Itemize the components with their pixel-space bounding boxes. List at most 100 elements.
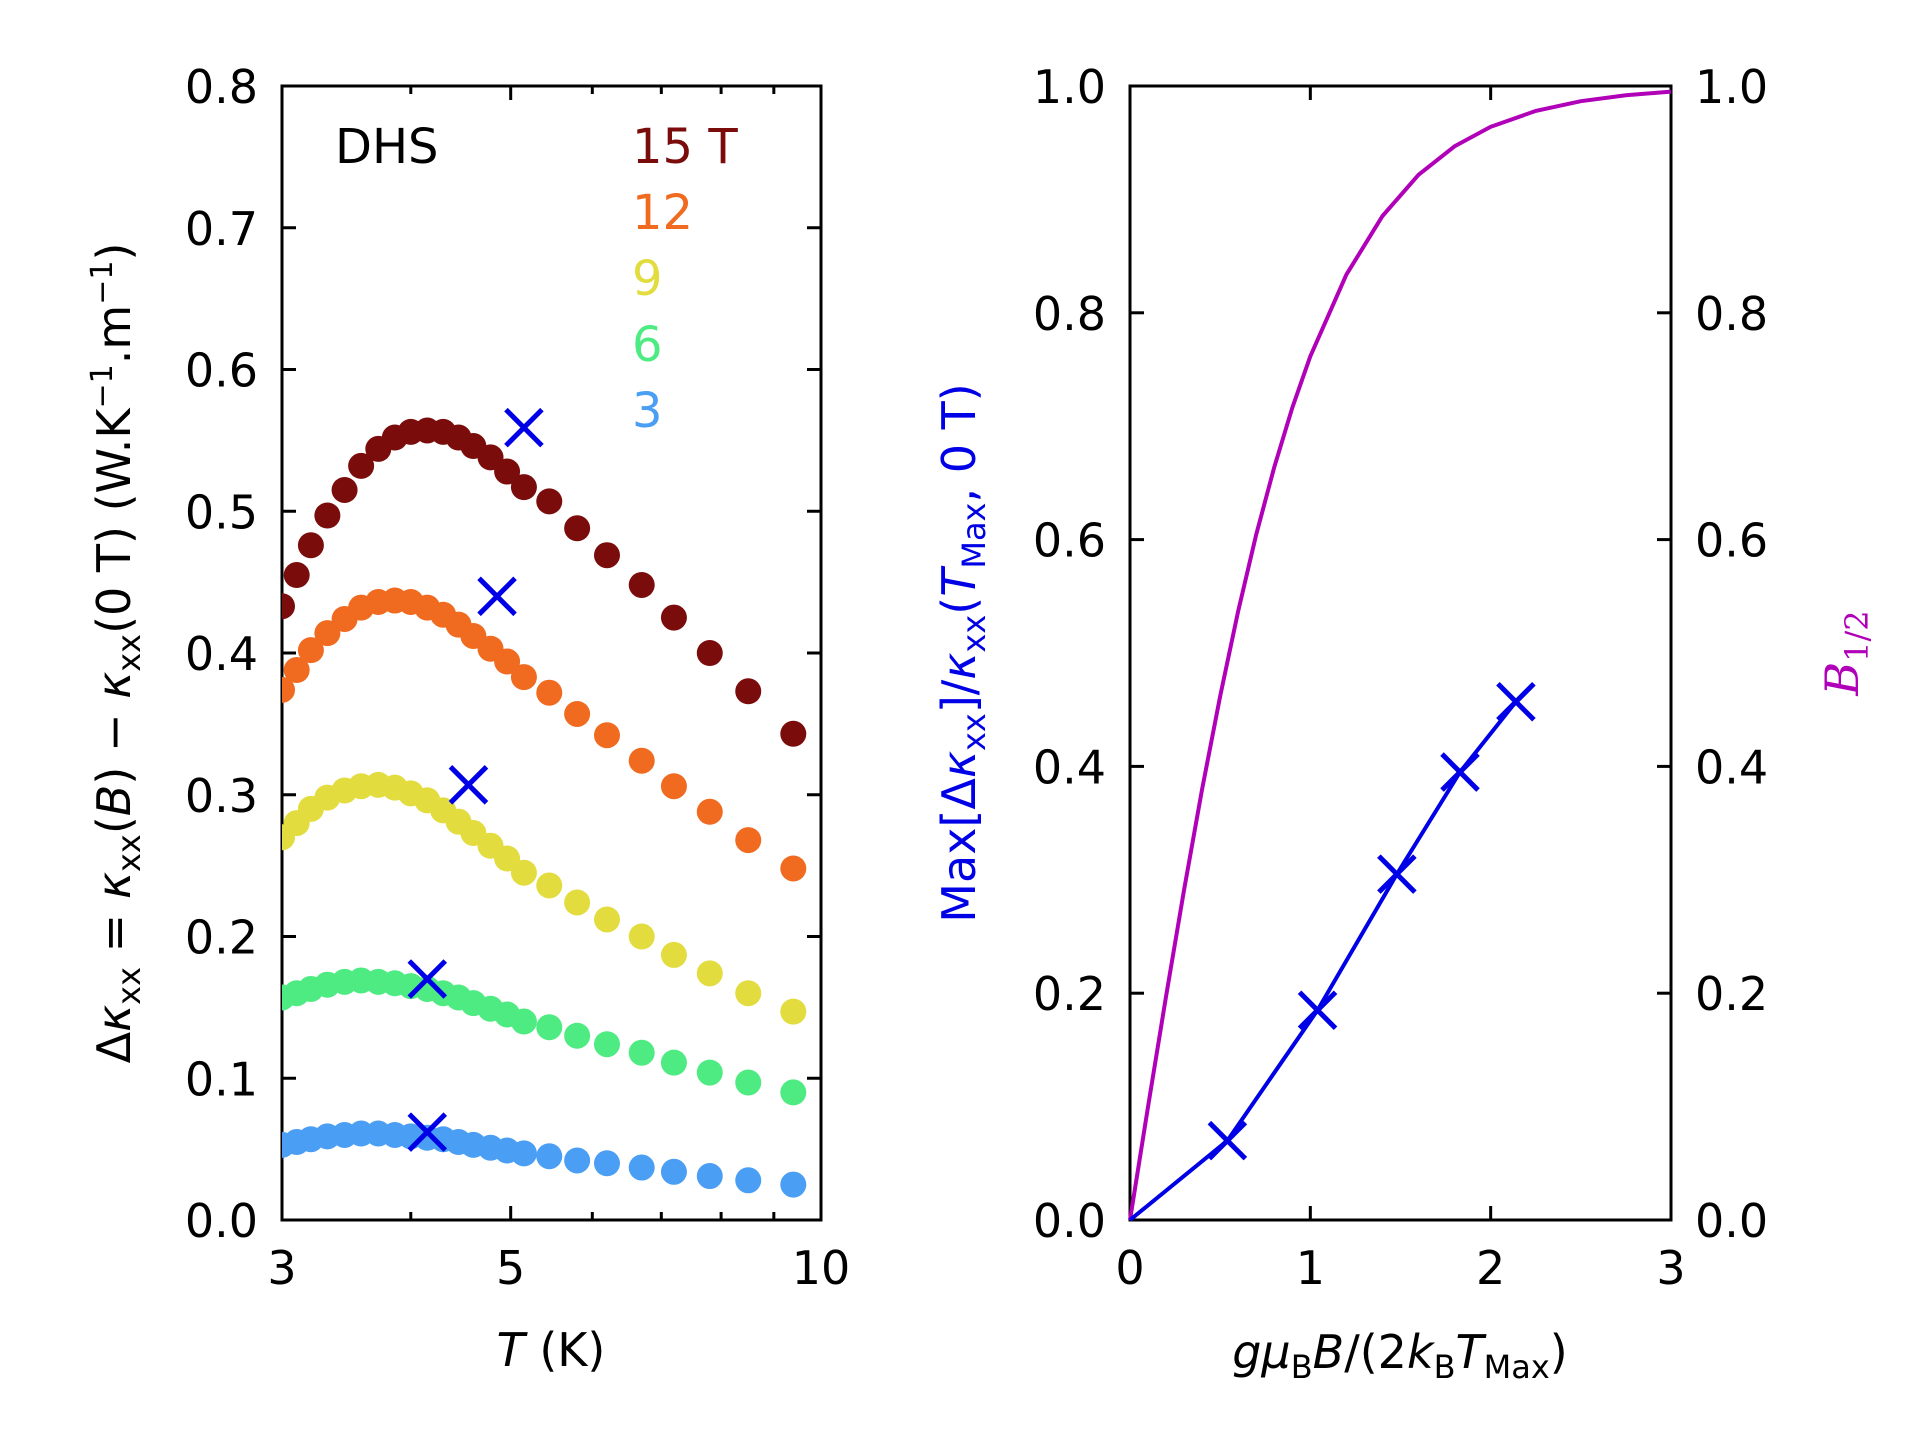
max-marker <box>504 407 544 448</box>
data-point <box>564 515 591 542</box>
legend-label: 6 <box>632 317 663 373</box>
data-point <box>628 923 655 950</box>
max-marker-stroke-b <box>407 1112 448 1152</box>
right-y2tick-label: 0.6 <box>1695 514 1768 568</box>
data-point <box>510 1140 537 1167</box>
data-point <box>297 637 324 664</box>
data-point <box>735 827 762 854</box>
max-marker-stroke-b <box>477 576 517 617</box>
right-xtick-label: 0 <box>1115 1241 1144 1295</box>
left-ytick-label: 0.5 <box>185 485 258 539</box>
ratio-marker-stroke-b <box>1496 681 1536 722</box>
left-y-axis-label: Δκxx = κxx(B) − κxx(0 T) (W.K−1.m−1) <box>85 243 148 1064</box>
left-ytick-label: 0.8 <box>185 60 258 114</box>
data-point <box>348 452 375 479</box>
data-point <box>780 1079 807 1106</box>
left-ytick-label: 0.0 <box>185 1194 258 1248</box>
left-data <box>282 407 807 1198</box>
data-point <box>628 1154 655 1181</box>
max-marker-stroke-b <box>448 765 489 805</box>
data-point <box>314 502 341 529</box>
data-point <box>564 1147 591 1174</box>
left-ytick-label: 0.4 <box>185 627 258 681</box>
left-legend: 15 T 12 9 6 3 <box>632 119 738 439</box>
data-point <box>660 1158 687 1185</box>
right-y2tick-label: 0.2 <box>1695 967 1768 1021</box>
right-ytick-label: 0.0 <box>1033 1194 1106 1248</box>
ratio-marker <box>1297 990 1338 1030</box>
data-point <box>780 855 807 882</box>
max-marker-stroke-b <box>407 959 448 999</box>
series-3 <box>282 967 807 1106</box>
data-point <box>628 571 655 598</box>
data-point <box>628 747 655 774</box>
data-point <box>282 593 295 620</box>
data-point <box>735 1167 762 1194</box>
data-point <box>696 1163 723 1190</box>
data-point <box>494 458 521 485</box>
left-xtick-label: 3 <box>267 1241 296 1295</box>
left-annotation-dhs: DHS <box>335 119 439 175</box>
data-point <box>593 1150 620 1177</box>
right-y2tick-label: 0.4 <box>1695 740 1768 794</box>
data-point <box>696 640 723 666</box>
legend-label: 15 T <box>632 119 738 175</box>
data-point <box>660 773 687 800</box>
ratio-marker <box>1496 681 1536 722</box>
data-point <box>314 620 341 647</box>
data-point <box>282 676 295 703</box>
data-point <box>536 1014 563 1041</box>
left-ytick-label: 0.3 <box>185 769 258 823</box>
right-xtick-label: 2 <box>1476 1241 1505 1295</box>
data-point <box>564 889 591 916</box>
ratio-marker-stroke-b <box>1207 1120 1248 1161</box>
data-point <box>510 664 537 691</box>
right-plot-frame <box>1128 84 1673 1222</box>
data-point <box>593 722 620 749</box>
right-data <box>1128 89 1672 1222</box>
data-point <box>696 798 723 825</box>
max-marker <box>407 959 448 999</box>
ratio-marker-stroke-b <box>1440 752 1480 792</box>
data-point <box>593 906 620 933</box>
data-point <box>780 720 807 747</box>
data-point <box>536 488 563 515</box>
left-ytick-label: 0.7 <box>185 202 258 256</box>
max-marker <box>407 1112 448 1152</box>
right-y2tick-label: 0.8 <box>1695 287 1768 341</box>
ratio-marker <box>1440 752 1480 792</box>
right-panel: 0.0 0.2 0.4 0.6 0.8 1.0 0.0 0.2 0.4 0.6 0.8 1.0 0 1 2 3… <box>932 60 1876 1386</box>
right-y2tick-label: 0.0 <box>1695 1194 1768 1248</box>
right-x-axis-label: gμBB/(2kBTMax) <box>1232 1325 1568 1386</box>
data-point <box>593 542 620 569</box>
right-xtick-label: 3 <box>1656 1241 1685 1295</box>
data-point <box>593 1031 620 1058</box>
max-marker <box>477 576 517 617</box>
right-ticks: 0.0 0.2 0.4 0.6 0.8 1.0 0.0 0.2 0.4 0.6 0.8 1.0 0 1 2 3 <box>1033 60 1768 1295</box>
ratio-marker-stroke-b <box>1377 854 1417 894</box>
data-point <box>628 1039 655 1066</box>
series-1 <box>282 587 807 882</box>
data-point <box>283 657 310 684</box>
right-y-axis-label: Max[Δκxx]/κxx(TMax, 0 T) <box>932 383 993 922</box>
left-ytick-label: 0.2 <box>185 911 258 965</box>
brillouin-curve <box>1128 89 1672 1221</box>
right-y2tick-label: 1.0 <box>1695 60 1768 114</box>
right-y2-axis-label: B1/2 <box>1815 610 1876 696</box>
data-point <box>735 678 762 705</box>
right-xtick-label: 1 <box>1296 1241 1325 1295</box>
left-panel: 0.0 0.1 0.2 0.3 0.4 0.5 0.6 0.7 0.8 3 5 10 DHS 15 T… <box>85 60 850 1377</box>
right-ytick-label: 0.2 <box>1033 967 1106 1021</box>
series-2 <box>282 771 807 1025</box>
right-ytick-label: 1.0 <box>1033 60 1106 114</box>
ratio-line <box>1128 700 1518 1222</box>
data-point <box>696 1059 723 1086</box>
right-ytick-label: 0.8 <box>1033 287 1106 341</box>
legend-label: 3 <box>632 383 663 439</box>
data-point <box>331 476 358 503</box>
series-0 <box>282 417 807 747</box>
data-point <box>536 1143 563 1170</box>
ratio-marker <box>1207 1120 1248 1161</box>
ratio-marker-stroke-b <box>1297 990 1338 1030</box>
